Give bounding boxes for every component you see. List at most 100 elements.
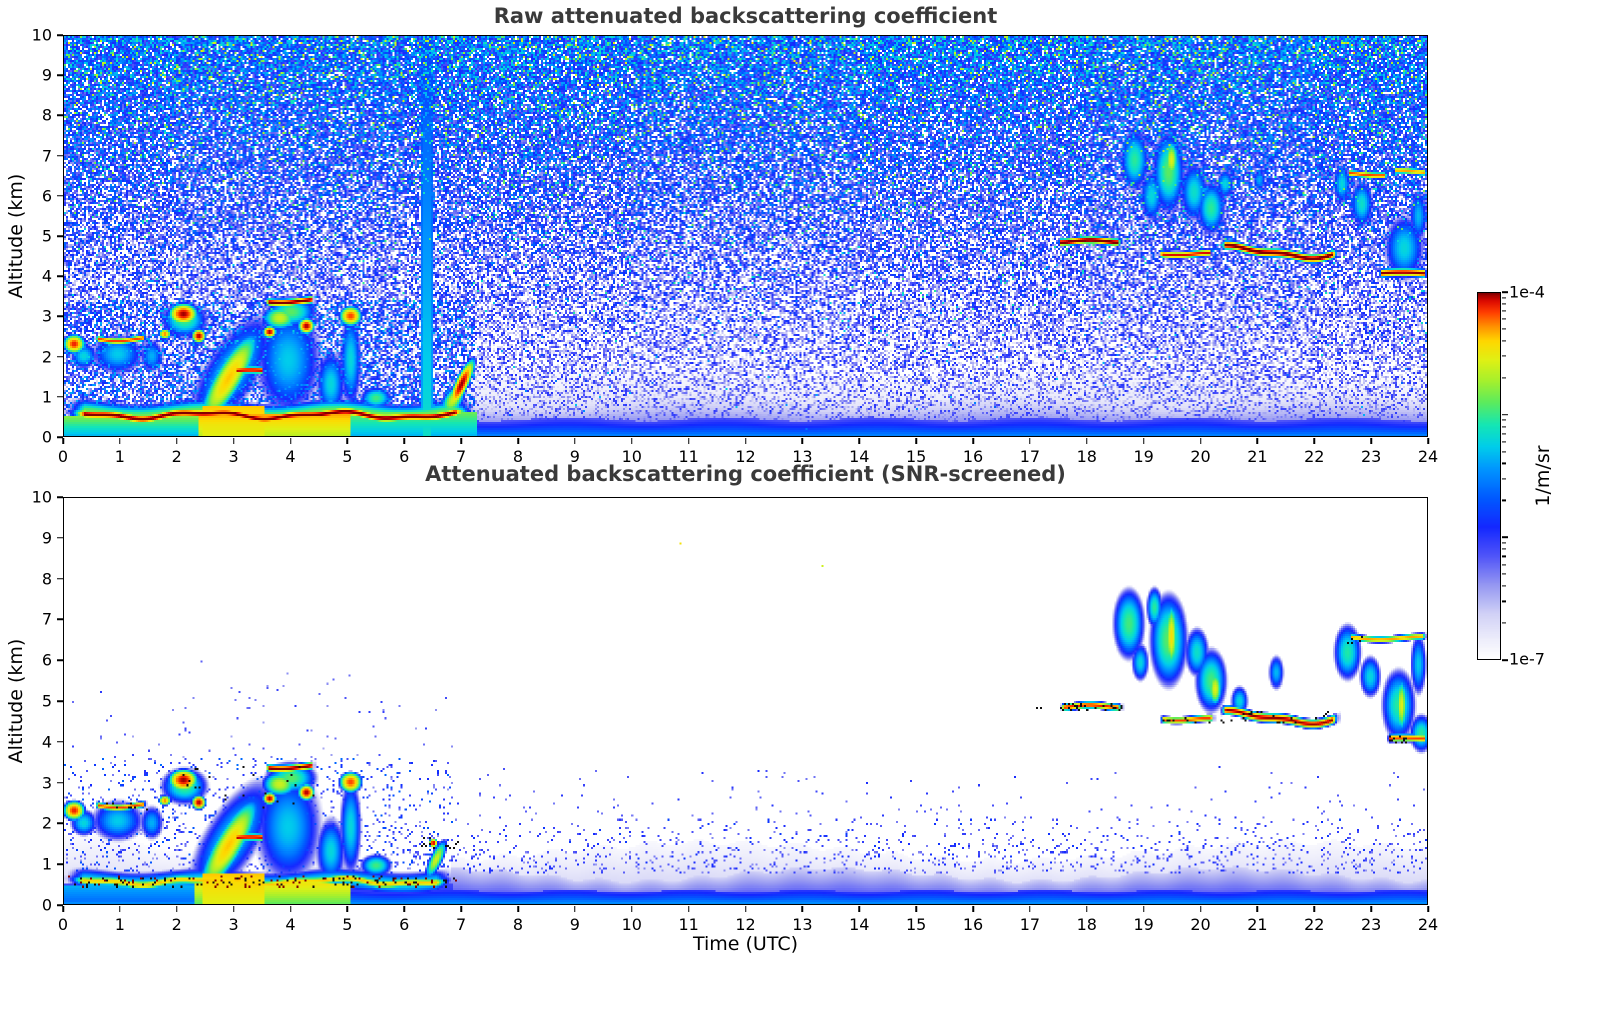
tick-label: 6 xyxy=(41,186,52,206)
tick-label: 1 xyxy=(114,447,125,466)
colorbar-tick xyxy=(1502,310,1506,312)
screened-panel-title: Attenuated backscattering coefficient (S… xyxy=(425,462,1066,486)
tick-mark xyxy=(57,781,63,784)
tick-label: 21 xyxy=(1247,447,1268,466)
tick-mark xyxy=(57,436,63,438)
tick-mark xyxy=(57,275,63,277)
tick-mark xyxy=(1256,906,1259,912)
tick-label: 5 xyxy=(41,226,52,246)
tick-mark xyxy=(1427,906,1429,912)
tick-label: 18 xyxy=(1076,915,1097,934)
tick-label: 9 xyxy=(41,65,52,85)
colorbar-unit-label: 1/m/sr xyxy=(1532,445,1554,507)
tick-mark xyxy=(972,906,974,912)
colorbar xyxy=(1477,292,1501,660)
tick-label: 8 xyxy=(512,915,524,934)
colorbar-tick xyxy=(1502,328,1506,330)
colorbar-tick xyxy=(1502,542,1506,544)
colorbar-tick xyxy=(1502,548,1506,550)
tick-mark xyxy=(57,537,63,539)
tick-mark xyxy=(57,741,63,743)
tick-mark xyxy=(57,396,63,398)
colorbar-tick xyxy=(1502,573,1506,575)
tick-mark xyxy=(346,906,349,912)
tick-label: 15 xyxy=(905,915,927,934)
tick-label: 7 xyxy=(456,447,467,466)
tick-mark xyxy=(972,438,974,444)
tick-mark xyxy=(574,906,576,912)
tick-mark xyxy=(1313,438,1315,444)
tick-label: 20 xyxy=(1190,447,1211,466)
tick-mark xyxy=(57,822,63,825)
raw-ylabel: Altitude (km) xyxy=(5,173,27,299)
colorbar-tick xyxy=(1502,600,1506,603)
tick-mark xyxy=(1086,906,1088,912)
tick-label: 20 xyxy=(1190,915,1211,934)
tick-mark xyxy=(57,235,63,237)
screened-heatmap-canvas xyxy=(64,498,1427,904)
colorbar-tick xyxy=(1502,585,1506,587)
tick-mark xyxy=(57,618,63,621)
tick-label: 17 xyxy=(1019,447,1041,466)
tick-mark xyxy=(1029,906,1031,912)
tick-mark xyxy=(232,438,235,444)
colorbar-ticks xyxy=(1502,291,1510,661)
tick-mark xyxy=(119,906,121,912)
tick-mark xyxy=(62,438,64,444)
tick-mark xyxy=(460,906,462,912)
colorbar-min-label: 1e-7 xyxy=(1509,649,1545,669)
colorbar-tick xyxy=(1502,441,1506,443)
tick-label: 23 xyxy=(1360,915,1382,934)
tick-mark xyxy=(232,906,235,912)
tick-mark xyxy=(1370,438,1372,444)
screened-yaxis: 0 1 2 3 4 5 6 7 8 9 10 xyxy=(20,488,63,915)
tick-label: 1 xyxy=(41,387,52,407)
tick-mark xyxy=(1427,438,1429,444)
tick-label: 16 xyxy=(962,915,984,934)
colorbar-tick xyxy=(1502,425,1506,428)
tick-label: 9 xyxy=(41,528,52,548)
colorbar-tick xyxy=(1502,340,1506,342)
tick-mark xyxy=(1142,906,1145,912)
tick-mark xyxy=(57,904,63,906)
tick-label: 13 xyxy=(792,447,813,466)
tick-label: 22 xyxy=(1304,915,1325,934)
tick-label: 22 xyxy=(1304,447,1325,466)
tick-label: 19 xyxy=(1133,447,1154,466)
tick-label: 8 xyxy=(41,569,52,589)
tick-label: 3 xyxy=(41,306,52,326)
tick-mark xyxy=(1313,906,1315,912)
tick-mark xyxy=(119,438,121,444)
tick-mark xyxy=(631,438,633,444)
tick-mark xyxy=(915,438,917,444)
tick-mark xyxy=(1370,906,1372,912)
tick-label: 4 xyxy=(41,732,52,752)
tick-label: 24 xyxy=(1417,915,1439,934)
tick-mark xyxy=(57,74,63,76)
tick-mark xyxy=(289,438,292,444)
colorbar-tick xyxy=(1502,478,1506,480)
tick-label: 11 xyxy=(678,447,699,466)
tick-label: 6 xyxy=(399,915,410,934)
tick-mark xyxy=(57,195,63,197)
tick-mark xyxy=(460,438,462,444)
tick-mark xyxy=(62,906,64,912)
tick-label: 0 xyxy=(57,447,69,466)
tick-mark xyxy=(744,906,747,912)
tick-mark xyxy=(1086,438,1088,444)
tick-label: 10 xyxy=(621,915,642,934)
raw-heatmap-canvas xyxy=(64,36,1427,436)
tick-label: 10 xyxy=(31,487,52,507)
tick-label: 7 xyxy=(41,146,52,166)
colorbar-tick xyxy=(1502,355,1506,357)
raw-plot-area xyxy=(63,35,1428,437)
tick-mark xyxy=(1142,438,1145,444)
tick-label: 12 xyxy=(735,447,756,466)
tick-mark xyxy=(289,906,292,912)
tick-mark xyxy=(915,906,917,912)
tick-mark xyxy=(801,906,804,912)
tick-mark xyxy=(57,577,63,580)
colorbar-tick xyxy=(1502,450,1506,453)
colorbar-tick xyxy=(1502,291,1508,293)
colorbar-tick xyxy=(1502,659,1508,661)
